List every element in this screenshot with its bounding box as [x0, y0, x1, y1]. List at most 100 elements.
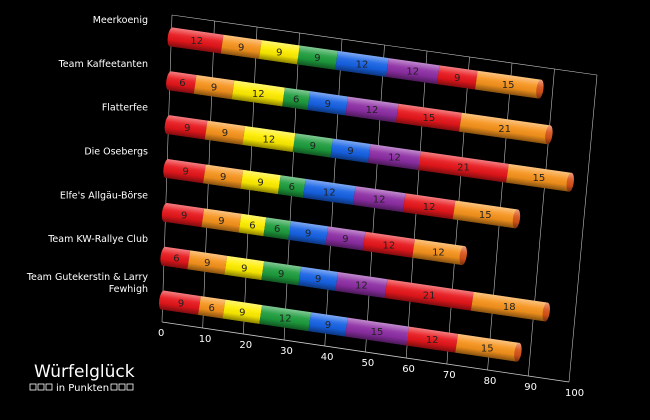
bar-segment: 9: [222, 299, 263, 324]
bar-value-label: 12: [355, 281, 368, 292]
bar-value-label: 12: [190, 36, 203, 47]
bar-value-label: 9: [325, 99, 331, 110]
bar-value-label: 12: [356, 59, 369, 70]
bar-value-label: 12: [426, 335, 439, 346]
bar-segment: 9: [187, 250, 228, 275]
bar-segment: 12: [406, 326, 459, 353]
bar-segment: 21: [418, 151, 509, 183]
bar-segment: 9: [201, 208, 242, 233]
bar-segment: 12: [362, 231, 415, 258]
bar-segment: 9: [224, 255, 265, 281]
category-label: Team Gutekerstin & Larry Fewhigh: [26, 272, 149, 295]
gridline: [568, 74, 598, 383]
bar-segment: 15: [506, 163, 574, 192]
bar-segment: 6: [238, 213, 267, 237]
bar-segment: 12: [335, 272, 388, 299]
bar-segment: 9: [203, 164, 244, 189]
bar-segment: 6: [198, 296, 226, 319]
bar-value-label: 12: [423, 202, 436, 213]
category-labels: Meerkoenig Team Kaffeetanten Flatterfee Die…: [26, 15, 149, 295]
bars: 12 9 9 9 12 12 9 15 6 9 12 6 9 12 15 21 9 9 12 9 9 12 21 15 9 9 9 6…: [158, 27, 574, 362]
bar-segment: 12: [167, 27, 224, 54]
bar-segment: 9: [164, 115, 208, 140]
bar-segment: 6: [282, 87, 311, 110]
bar-value-label: 15: [422, 113, 435, 124]
bar-segment: 12: [367, 144, 421, 171]
bar-segment: 12: [352, 186, 406, 213]
category-label: Meerkoenig: [93, 15, 148, 26]
bar-value-label: 9: [342, 234, 348, 245]
bar-segment: 9: [297, 45, 338, 70]
bar-value-label: 9: [454, 73, 460, 84]
bar-segment: 9: [325, 226, 366, 251]
bar-value-label: 12: [388, 153, 401, 164]
bar-value-label: 9: [314, 53, 320, 64]
bar-value-label: 12: [432, 247, 445, 258]
category-label: Team Kaffeetanten: [58, 59, 148, 70]
bar-segment: 12: [231, 80, 285, 107]
bar-segment: 15: [452, 200, 521, 229]
x-tick-label: 90: [524, 382, 537, 393]
category-label: Elfe's Allgäu-Börse: [60, 190, 148, 201]
bar-segment: 9: [161, 202, 205, 228]
bar-value-label: 6: [289, 182, 295, 193]
bar-segment: 9: [308, 312, 348, 337]
x-tick-label: 50: [362, 358, 375, 369]
bar-value-label: 6: [249, 220, 255, 231]
bar-segment: 9: [330, 138, 371, 163]
x-tick-label: 100: [565, 388, 584, 399]
bar-value-label: 9: [305, 229, 311, 240]
bar-segment: 18: [470, 291, 550, 322]
bar-segment: 9: [288, 220, 329, 246]
bar-value-label: 12: [406, 67, 419, 78]
bar-value-label: 12: [263, 135, 276, 146]
gridline: [528, 68, 555, 377]
bar-segment: 15: [455, 333, 522, 362]
bar-segment: 12: [242, 126, 296, 153]
bar-segment: 9: [193, 74, 235, 100]
bar-segment: 15: [345, 317, 410, 346]
bar-value-label: 12: [366, 105, 379, 116]
category-label: Team KW-Rallye Club: [47, 234, 148, 245]
bar-value-label: 12: [323, 187, 336, 198]
category-label: Flatterfee: [102, 103, 148, 114]
bar-value-label: 9: [239, 307, 245, 318]
dice-icon-right: [110, 383, 134, 391]
bar-value-label: 9: [276, 48, 282, 59]
chart-title: Würfelglück: [34, 362, 135, 382]
category-label: Die Osebergs: [84, 147, 148, 158]
bar-segment: 6: [277, 175, 306, 198]
bar-value-label: 15: [371, 327, 384, 338]
bar-segment: 12: [335, 50, 389, 77]
bar-value-label: 6: [179, 78, 185, 89]
chart-subtitle-row: in Punkten: [29, 383, 134, 394]
bar-segment: 12: [412, 238, 467, 265]
back-axis-line: [171, 14, 598, 76]
bar-value-label: 9: [220, 172, 226, 183]
bar-segment: 9: [163, 159, 206, 184]
bar-segment: 9: [261, 261, 302, 286]
bar-value-label: 6: [293, 94, 299, 105]
bar-segment: 15: [475, 70, 544, 99]
bar-value-label: 21: [423, 290, 436, 301]
bar-value-label: 9: [181, 211, 187, 222]
bar-value-label: 15: [532, 173, 545, 184]
bar-value-label: 12: [382, 240, 395, 251]
bar-segment: 12: [302, 178, 356, 205]
x-tick-label: 0: [158, 328, 164, 339]
bar-segment: 9: [292, 133, 334, 158]
bar-segment: 9: [258, 40, 300, 65]
bar-value-label: 15: [502, 80, 515, 91]
bar-segment: 9: [220, 34, 262, 59]
bar-segment: 6: [263, 217, 291, 240]
bar-value-label: 9: [218, 216, 224, 227]
bar-segment: 12: [402, 193, 456, 220]
bar-value-label: 6: [173, 254, 179, 265]
x-tick-label: 60: [402, 364, 415, 375]
bar-value-label: 9: [325, 320, 331, 331]
x-axis-ticks: 0 10 20 30 40 50 60 70 80 90 100: [158, 328, 584, 399]
bar-value-label: 9: [238, 42, 244, 53]
bar-segment: 15: [395, 103, 462, 132]
bar-segment: 12: [345, 96, 399, 123]
